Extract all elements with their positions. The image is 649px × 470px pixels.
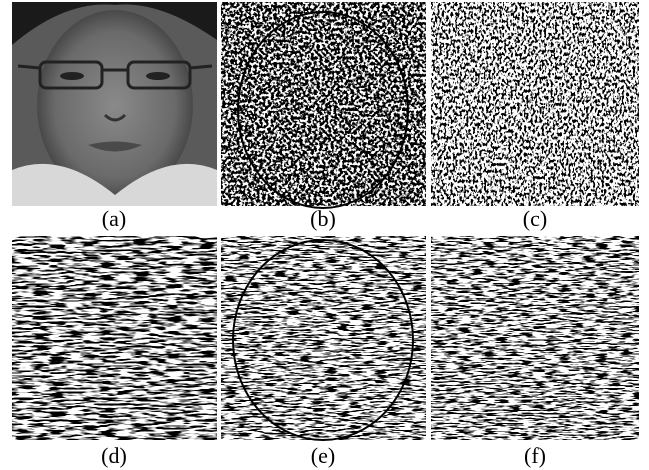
panel-label: (c) bbox=[523, 206, 547, 231]
panel-label: (d) bbox=[101, 443, 127, 468]
panel-a bbox=[12, 2, 217, 206]
panel-c bbox=[431, 2, 639, 206]
panel-label: (b) bbox=[310, 206, 336, 231]
panel-d bbox=[12, 236, 217, 440]
panel-label: (a) bbox=[102, 206, 126, 231]
panel-b bbox=[221, 2, 426, 209]
panel-label: (e) bbox=[311, 443, 335, 468]
panel-label: (f) bbox=[524, 443, 546, 468]
panel-f bbox=[431, 236, 639, 440]
panel-e bbox=[221, 236, 426, 441]
